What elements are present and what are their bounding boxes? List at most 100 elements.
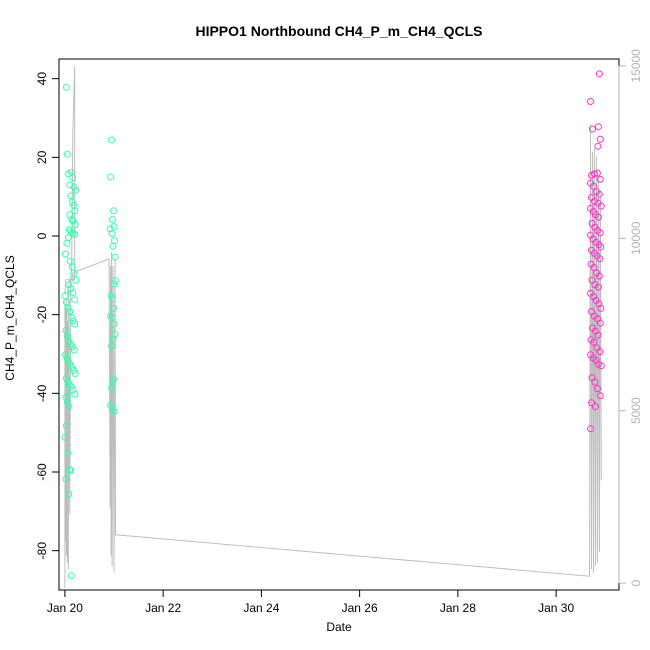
data-point [590,264,598,271]
y-tick-label: -20 [35,306,49,324]
data-point [587,425,594,433]
data-point [64,234,72,242]
data-point [110,223,118,231]
data-point [589,125,596,133]
x-tick-label: Jan 20 [47,601,83,615]
data-point [597,304,605,312]
data-point [66,308,74,315]
data-point [597,362,605,370]
data-point [108,385,116,393]
y-tick-label: -60 [35,463,49,481]
x-tick-label: Jan 24 [243,601,279,615]
data-point [595,190,603,198]
data-point [62,475,70,483]
y-axis-label: CH4_P_m_CH4_QCLS [3,255,17,380]
data-point [70,346,78,354]
data-point [64,378,72,385]
data-point [108,314,116,322]
data-point [68,216,76,223]
data-point [109,216,116,223]
data-point [69,174,77,182]
data-point [65,381,73,389]
data-point [70,367,78,374]
data-point [65,490,73,498]
data-point [596,319,604,327]
data-point [67,466,75,474]
data-point [109,242,117,250]
data-point [66,211,74,219]
data-point [109,335,117,343]
data-point [62,422,70,430]
data-point [595,241,603,249]
altitude-line [64,65,602,589]
data-point [61,250,69,258]
data-point [65,281,73,289]
data-point [591,403,599,411]
plot-frame [58,58,620,591]
data-point [594,331,602,339]
data-point [111,253,119,261]
data-point [110,280,118,288]
data-point [67,383,75,391]
data-point [590,182,597,190]
data-point [593,385,601,393]
series-1 [61,83,119,580]
data-point [110,407,118,415]
data-point [66,466,74,474]
data-point [106,225,114,233]
data-point [597,202,605,210]
data-point [109,295,116,303]
data-point [594,142,602,150]
data-point [71,390,79,398]
data-point [595,272,603,280]
data-point [107,401,115,409]
data-point [62,393,70,401]
data-point [62,83,70,91]
data-point [71,370,79,378]
data-point [61,433,69,441]
data-point [108,230,116,238]
y-tick-label: 20 [35,150,49,164]
data-point [63,398,71,406]
data-point [110,375,117,383]
chart-title: HIPPO1 Northbound CH4_P_m_CH4_QCLS [195,23,482,39]
data-point [596,135,604,143]
y-axis-left: -80 -60 -40 -20 0 20 40 [35,72,60,559]
x-axis: Jan 20 Jan 22 Jan 24 Jan 26 Jan 28 Jan 30 [47,589,574,615]
data-point [594,283,602,291]
data-point [63,150,71,158]
y-tick-label: 0 [35,232,49,239]
data-point [71,296,79,304]
data-point [596,348,604,356]
data-point [70,183,78,191]
series-2 [587,70,605,433]
x-tick-label: Jan 26 [342,601,378,615]
data-point [65,403,73,411]
data-point [110,320,118,328]
data-point [71,207,79,215]
y-axis-right: 0 5000 10000 15000 [618,49,643,586]
data-point [61,292,69,300]
data-point [108,136,116,144]
data-point [595,300,603,308]
y2-tick-label: 15000 [629,49,643,83]
data-point [63,354,71,362]
data-point [590,338,598,346]
data-point [71,320,79,328]
data-point [69,289,77,297]
data-point [107,173,115,181]
data-point [593,169,601,177]
data-point [591,281,599,289]
data-point [69,386,77,394]
y-tick-label: 40 [35,72,49,86]
data-point [69,217,77,225]
data-point [62,326,70,334]
data-point [596,229,604,237]
y2-tick-label: 5000 [629,397,643,424]
data-point [110,207,117,215]
data-point [107,312,115,320]
data-point [112,277,119,285]
y2-tick-label: 10000 [629,221,643,255]
data-point [595,70,603,78]
